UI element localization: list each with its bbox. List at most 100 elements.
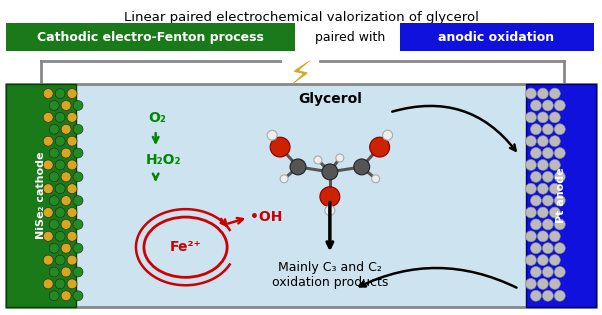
- Circle shape: [270, 137, 290, 157]
- Circle shape: [49, 148, 59, 158]
- Circle shape: [542, 148, 553, 158]
- Circle shape: [67, 89, 77, 99]
- Circle shape: [325, 206, 335, 215]
- Circle shape: [530, 219, 541, 230]
- Circle shape: [73, 267, 83, 277]
- Bar: [7, 23, 295, 51]
- Circle shape: [554, 290, 565, 301]
- Circle shape: [550, 88, 560, 99]
- Circle shape: [526, 183, 536, 194]
- Circle shape: [526, 255, 536, 266]
- Circle shape: [538, 159, 548, 170]
- Circle shape: [55, 112, 65, 122]
- Circle shape: [73, 124, 83, 134]
- Circle shape: [61, 100, 71, 111]
- Circle shape: [67, 231, 77, 241]
- Circle shape: [55, 208, 65, 217]
- Circle shape: [61, 243, 71, 253]
- Circle shape: [55, 231, 65, 241]
- Circle shape: [530, 124, 541, 135]
- Circle shape: [73, 172, 83, 182]
- Circle shape: [542, 195, 553, 206]
- Circle shape: [55, 255, 65, 265]
- Circle shape: [526, 159, 536, 170]
- Circle shape: [542, 266, 553, 278]
- Circle shape: [322, 164, 338, 180]
- Circle shape: [73, 291, 83, 301]
- Circle shape: [267, 130, 277, 140]
- Circle shape: [538, 88, 548, 99]
- Circle shape: [280, 175, 288, 183]
- Circle shape: [43, 231, 53, 241]
- Circle shape: [550, 255, 560, 266]
- Circle shape: [61, 148, 71, 158]
- Circle shape: [526, 278, 536, 289]
- Circle shape: [67, 255, 77, 265]
- Circle shape: [73, 100, 83, 111]
- Circle shape: [542, 124, 553, 135]
- Text: Linear paired electrochemical valorization of glycerol: Linear paired electrochemical valorizati…: [123, 11, 479, 24]
- Circle shape: [320, 187, 340, 207]
- Text: anodic oxidation: anodic oxidation: [438, 31, 554, 43]
- Circle shape: [43, 279, 53, 289]
- Circle shape: [43, 89, 53, 99]
- Circle shape: [538, 278, 548, 289]
- Circle shape: [61, 267, 71, 277]
- Circle shape: [554, 148, 565, 158]
- Circle shape: [542, 100, 553, 111]
- Circle shape: [554, 124, 565, 135]
- Text: NiSe₂ cathode: NiSe₂ cathode: [36, 152, 46, 239]
- Circle shape: [43, 208, 53, 217]
- Circle shape: [49, 220, 59, 229]
- Circle shape: [538, 112, 548, 123]
- Circle shape: [43, 184, 53, 194]
- Circle shape: [43, 112, 53, 122]
- Circle shape: [73, 196, 83, 206]
- Bar: [7, 84, 595, 307]
- Text: Glycerol: Glycerol: [298, 92, 362, 106]
- Circle shape: [530, 100, 541, 111]
- Circle shape: [530, 171, 541, 182]
- Circle shape: [55, 89, 65, 99]
- Text: H₂O₂: H₂O₂: [146, 153, 181, 167]
- Circle shape: [336, 154, 344, 162]
- Circle shape: [43, 255, 53, 265]
- Circle shape: [530, 290, 541, 301]
- Circle shape: [526, 88, 536, 99]
- Circle shape: [538, 183, 548, 194]
- Circle shape: [554, 219, 565, 230]
- Circle shape: [554, 100, 565, 111]
- Circle shape: [49, 100, 59, 111]
- Circle shape: [526, 207, 536, 218]
- Circle shape: [354, 159, 370, 175]
- Circle shape: [49, 291, 59, 301]
- Text: O₂: O₂: [149, 111, 167, 125]
- Circle shape: [61, 172, 71, 182]
- Circle shape: [49, 267, 59, 277]
- Circle shape: [538, 136, 548, 146]
- Circle shape: [49, 124, 59, 134]
- Circle shape: [370, 137, 389, 157]
- Circle shape: [61, 124, 71, 134]
- Circle shape: [73, 243, 83, 253]
- Circle shape: [542, 290, 553, 301]
- Text: Cathodic electro-Fenton process: Cathodic electro-Fenton process: [37, 31, 264, 43]
- Circle shape: [554, 195, 565, 206]
- Circle shape: [61, 196, 71, 206]
- Bar: [400, 23, 594, 51]
- Circle shape: [538, 255, 548, 266]
- Circle shape: [550, 112, 560, 123]
- Circle shape: [526, 231, 536, 242]
- Circle shape: [43, 160, 53, 170]
- Circle shape: [55, 279, 65, 289]
- Circle shape: [49, 243, 59, 253]
- Circle shape: [73, 148, 83, 158]
- Text: Pt anode: Pt anode: [556, 167, 566, 223]
- Circle shape: [550, 136, 560, 146]
- Circle shape: [61, 291, 71, 301]
- Circle shape: [49, 172, 59, 182]
- Circle shape: [542, 243, 553, 254]
- Circle shape: [554, 171, 565, 182]
- Circle shape: [530, 195, 541, 206]
- Circle shape: [526, 136, 536, 146]
